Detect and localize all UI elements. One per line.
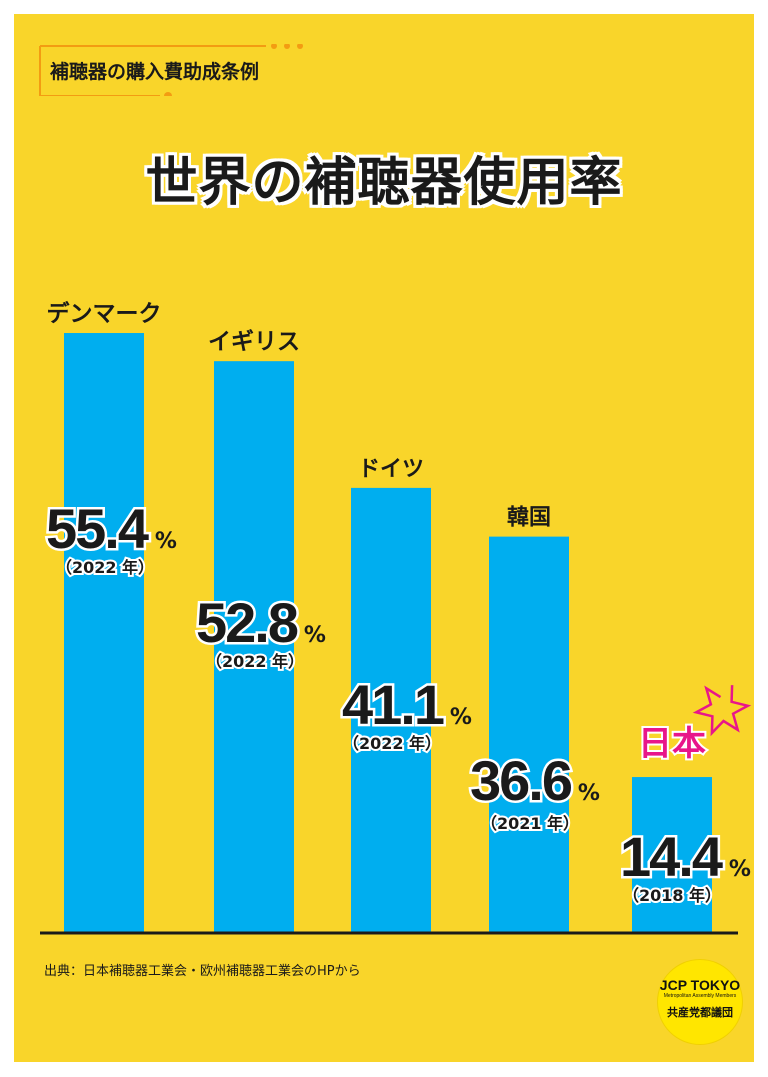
- country-label-3: 韓国: [507, 505, 551, 531]
- country-label-2: ドイツ: [358, 457, 424, 482]
- page-title: 世界の補聴器使用率: [145, 153, 623, 213]
- value-label-2: 41.1: [342, 673, 444, 736]
- percent-sign-2: %: [450, 705, 472, 730]
- burst-icon: [692, 685, 752, 737]
- value-label-3: 36.6: [470, 749, 572, 812]
- bar-4: [632, 777, 712, 933]
- percent-sign-3: %: [578, 781, 600, 806]
- bar-0: [64, 333, 144, 933]
- year-label-0: （2022 年）: [56, 558, 154, 577]
- logo-title: JCP TOKYO: [659, 977, 741, 993]
- year-label-3: （2021 年）: [481, 814, 579, 833]
- year-label-4: （2018 年）: [623, 886, 721, 905]
- source-note: 出典：日本補聴器工業会・欧州補聴器工業会のHPから: [44, 964, 361, 979]
- logo-subtitle: Metropolitan Assembly Members: [663, 993, 737, 999]
- bar-3: [489, 536, 569, 933]
- bar-1: [214, 361, 294, 933]
- year-label-2: （2022 年）: [343, 734, 441, 753]
- header-chip-frame: [39, 44, 303, 96]
- percent-sign-0: %: [155, 529, 177, 554]
- country-label-0: デンマーク: [47, 300, 162, 327]
- bar-2: [351, 487, 431, 933]
- percent-sign-4: %: [729, 857, 751, 882]
- jcp-tokyo-logo: JCP TOKYO Metropolitan Assembly Members …: [658, 960, 742, 1044]
- country-label-1: イギリス: [208, 329, 300, 355]
- value-label-1: 52.8: [196, 591, 298, 654]
- header-chip-label: 補聴器の購入費助成条例: [50, 61, 260, 83]
- percent-sign-1: %: [304, 623, 326, 648]
- value-label-4: 14.4: [620, 825, 723, 888]
- value-label-0: 55.4: [46, 497, 149, 560]
- logo-org-name: 共産党都議団: [667, 1006, 733, 1019]
- year-label-1: （2022 年）: [206, 652, 304, 671]
- country-label-4: 日本: [638, 724, 706, 764]
